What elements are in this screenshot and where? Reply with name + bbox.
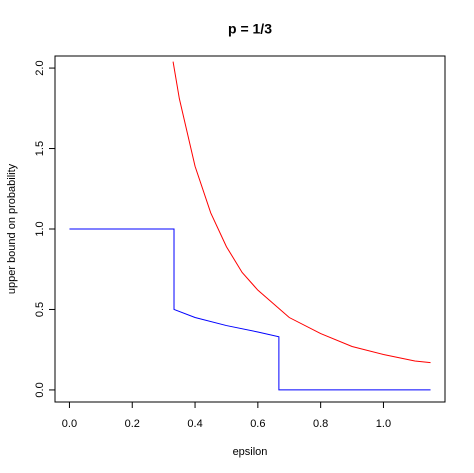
y-tick-label: 0.0 <box>34 382 46 397</box>
x-tick-label: 0.6 <box>250 418 265 430</box>
data-line <box>69 228 431 391</box>
x-tick-label: 1.0 <box>376 418 391 430</box>
y-tick-label: 2.0 <box>34 60 46 75</box>
chart-title: p = 1/3 <box>228 21 272 37</box>
x-tick-label: 0.4 <box>187 418 202 430</box>
x-axis-label: epsilon <box>233 446 268 458</box>
y-tick-label: 1.5 <box>34 141 46 156</box>
y-axis-label: upper bound on probability <box>6 163 18 294</box>
x-tick-label: 0.2 <box>125 418 140 430</box>
data-line <box>172 61 431 364</box>
y-tick-label: 0.5 <box>34 302 46 317</box>
y-tick-label: 1.0 <box>34 221 46 236</box>
x-tick-label: 0.8 <box>313 418 328 430</box>
x-tick-label: 0.0 <box>62 418 77 430</box>
